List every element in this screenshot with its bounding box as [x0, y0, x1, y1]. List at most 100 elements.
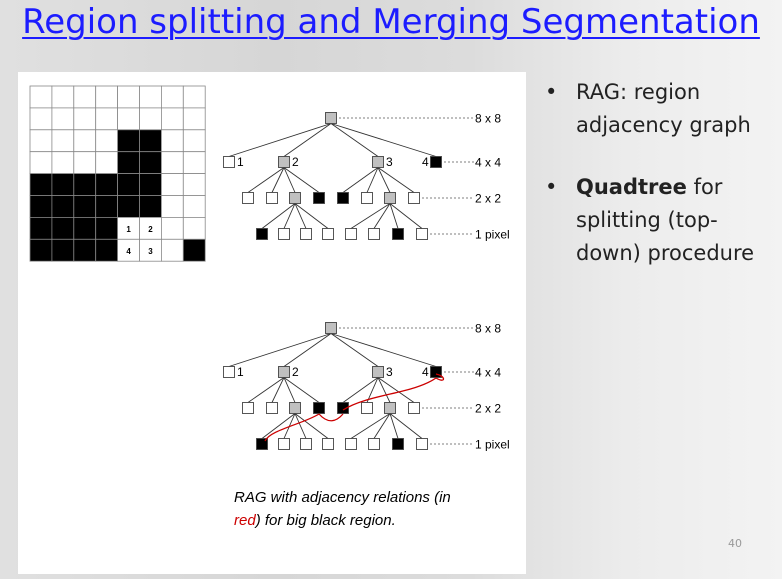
grid-cell	[95, 195, 118, 218]
tree-node	[384, 402, 396, 414]
tree-node	[361, 402, 373, 414]
slide-title: Region splitting and Merging Segmentatio…	[22, 2, 760, 42]
tree-edge	[283, 123, 332, 157]
grid-cell	[51, 151, 75, 174]
tree-edge	[342, 167, 379, 193]
tree-node	[392, 438, 404, 450]
grid-cell	[117, 173, 140, 196]
quad-label: 3	[386, 365, 393, 379]
tree-node	[266, 192, 278, 204]
tree-node	[416, 438, 428, 450]
tree-node	[278, 366, 290, 378]
tree-edge	[261, 413, 296, 439]
grid-cell	[117, 195, 140, 218]
tree-edge	[228, 123, 332, 157]
tree-node	[223, 366, 235, 378]
tree-edge	[330, 333, 379, 367]
svg-text:red) for big black region.: red) for big black region.	[234, 512, 396, 529]
caption-red-word: red	[234, 512, 256, 529]
bullet-quadtree: • Quadtree for splitting (top-down) proc…	[545, 171, 775, 270]
grid-cell	[73, 129, 97, 153]
tree-node	[313, 402, 325, 414]
level-label: 2 x 2	[475, 402, 501, 416]
tree-edge	[377, 167, 391, 193]
tree-node	[289, 192, 301, 204]
tree-edge	[294, 203, 329, 229]
tree-edge	[283, 377, 320, 403]
tree-node	[300, 228, 312, 240]
rag-edge	[435, 373, 445, 381]
tree-edge	[294, 413, 329, 439]
grid-cell	[182, 173, 206, 196]
quad-label: 2	[292, 155, 299, 169]
bullet-dot: •	[545, 80, 558, 104]
grid-cell	[73, 85, 97, 109]
tree-node	[256, 228, 268, 240]
grid-cell	[73, 216, 97, 240]
quad-label: 4	[422, 365, 429, 379]
grid-cell	[160, 85, 184, 109]
quad-label: 2	[292, 365, 299, 379]
tree-edge	[377, 377, 391, 403]
quad-label: 3	[386, 155, 393, 169]
tree-edge	[247, 377, 285, 403]
tree-edge	[330, 333, 437, 367]
grid-cell	[95, 216, 118, 240]
tree-edge	[389, 203, 423, 229]
grid-cell	[51, 216, 75, 240]
tree-edge	[271, 377, 285, 403]
tree-node	[345, 438, 357, 450]
bullet-dot: •	[545, 175, 558, 199]
grid-cell	[95, 107, 118, 131]
tree-node	[278, 228, 290, 240]
tree-edge	[389, 413, 399, 439]
tree-edge	[261, 203, 296, 229]
grid-cell	[182, 151, 206, 174]
tree-node	[242, 192, 254, 204]
bullet-text: for splitting (top-down) procedure	[576, 175, 755, 265]
grid-cell-label: 4	[126, 247, 131, 256]
grid-cell	[95, 173, 118, 196]
caption-line2: ) for big black region.	[254, 512, 396, 529]
tree-edge	[377, 377, 415, 403]
grid-cell	[29, 129, 53, 153]
grid-cell	[139, 107, 162, 131]
grid-cell	[117, 85, 140, 109]
grid-cell	[139, 151, 162, 174]
grid-cell	[160, 107, 184, 131]
grid-cell	[160, 238, 184, 262]
grid-cell	[139, 195, 162, 218]
grid-cell	[73, 107, 97, 131]
grid-cell	[182, 107, 206, 131]
tree-edge	[247, 167, 285, 193]
quad-label: 4	[422, 155, 429, 169]
tree-node	[325, 322, 337, 334]
grid-cell	[160, 151, 184, 174]
grid-cell	[73, 238, 97, 262]
tree-node	[384, 192, 396, 204]
grid-cell-label: 1	[126, 225, 131, 234]
tree-edge	[377, 167, 415, 193]
grid-cell	[51, 129, 75, 153]
tree-edge	[366, 377, 379, 403]
bullet-text: RAG: region adjacency graph	[576, 80, 751, 137]
tree-node	[289, 402, 301, 414]
tree-edge	[350, 413, 391, 439]
grid-cell	[182, 195, 206, 218]
grid-cell	[51, 85, 75, 109]
tree-edge	[373, 203, 391, 229]
grid-cell	[182, 129, 206, 153]
tree-edge	[389, 203, 399, 229]
grid-cell	[29, 151, 53, 174]
quad-label: 1	[237, 365, 244, 379]
grid-cell	[51, 173, 75, 196]
tree-edge	[389, 413, 423, 439]
tree-edge	[373, 413, 391, 439]
quadtree-rag: 1 2 3 4 8 x 8 4 x 4 2 x 2 1 pixel	[223, 322, 510, 452]
grid-cell	[139, 173, 162, 196]
grid-cell	[117, 107, 140, 131]
grid-cell	[117, 151, 140, 174]
caption-line1: RAG with adjacency relations (in	[234, 489, 451, 506]
tree-node	[368, 438, 380, 450]
grid-cell	[73, 173, 97, 196]
